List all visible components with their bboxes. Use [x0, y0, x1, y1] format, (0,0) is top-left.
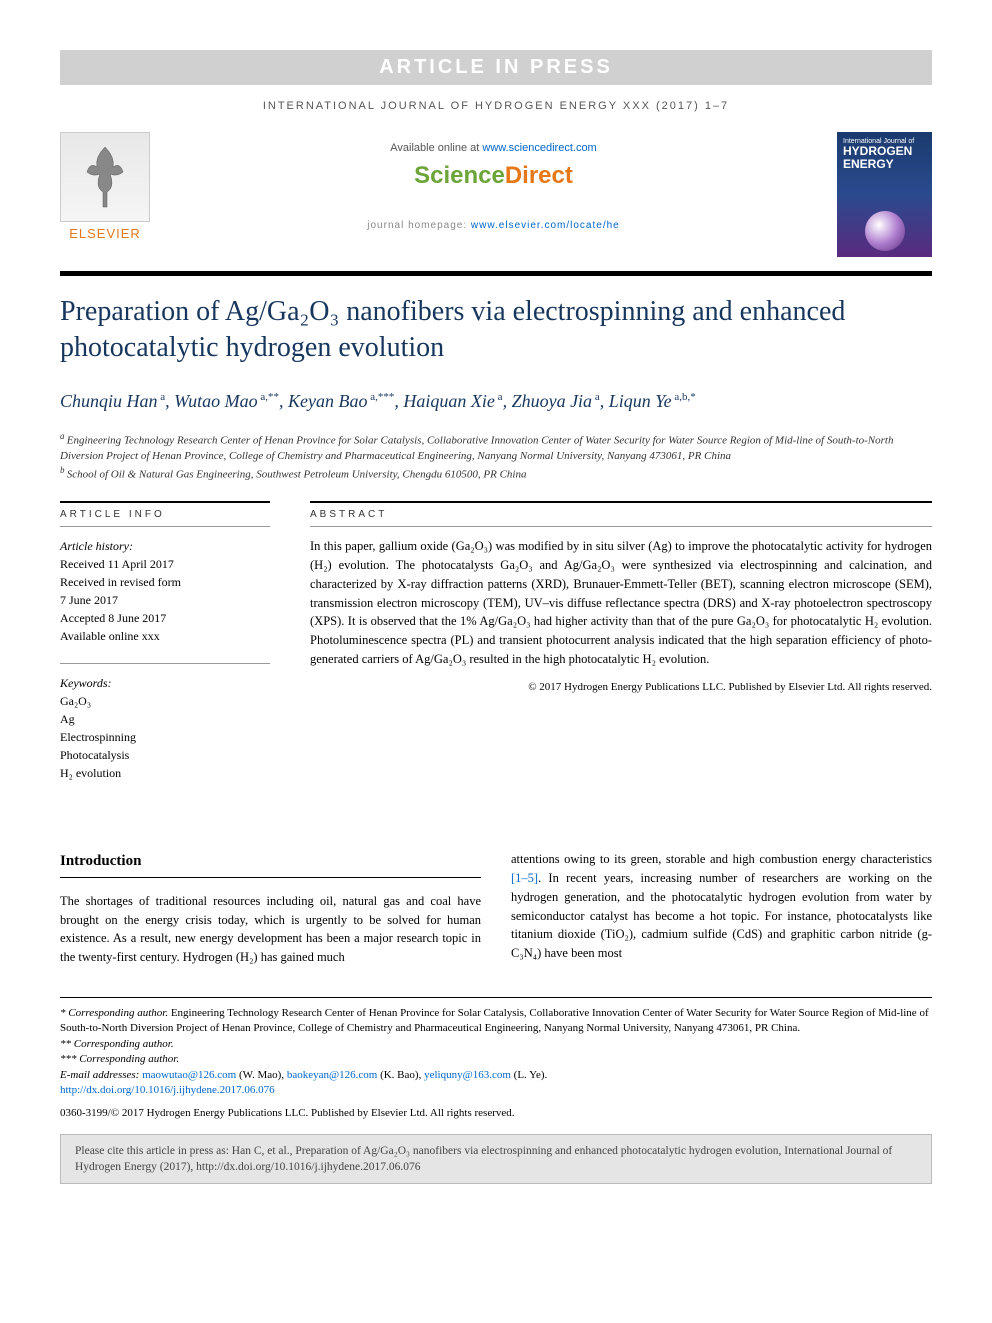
keyword: Ag [60, 710, 270, 728]
abstract-column: ABSTRACT In this paper, gallium oxide (G… [310, 501, 932, 800]
info-divider [60, 663, 270, 664]
intro-col2-pre: attentions owing to its green, storable … [511, 852, 932, 866]
history-line: Received in revised form [60, 573, 270, 591]
history-line: Accepted 8 June 2017 [60, 609, 270, 627]
corr1-label: * Corresponding author. [60, 1007, 168, 1019]
journal-cover-thumbnail: International Journal of HYDROGEN ENERGY [837, 132, 932, 257]
journal-reference: INTERNATIONAL JOURNAL OF HYDROGEN ENERGY… [60, 100, 932, 112]
author: Chunqiu Han a [60, 391, 165, 411]
email-label: E-mail addresses: [60, 1069, 142, 1081]
affiliation: a Engineering Technology Research Center… [60, 430, 932, 464]
email-line: E-mail addresses: maowutao@126.com (W. M… [60, 1068, 932, 1083]
author-name-link[interactable]: Zhuoya Jia [512, 391, 593, 411]
keyword: Ga₂O₃ [60, 692, 270, 710]
author-name-link[interactable]: Liqun Ye [609, 391, 672, 411]
keywords-block: Keywords: Ga₂O₃AgElectrospinningPhotocat… [60, 674, 270, 782]
author-name-link[interactable]: Haiquan Xie [403, 391, 495, 411]
author-sup: a [495, 391, 503, 403]
history-line: 7 June 2017 [60, 591, 270, 609]
corresponding-author-1: * Corresponding author. Engineering Tech… [60, 1006, 932, 1037]
elsevier-name: ELSEVIER [60, 226, 150, 241]
author: Wutao Mao a,** [174, 391, 279, 411]
elsevier-logo: ELSEVIER [60, 132, 150, 241]
journal-homepage-link[interactable]: www.elsevier.com/locate/he [471, 220, 620, 231]
author-sup: a [592, 391, 600, 403]
corresponding-author-2: ** Corresponding author. [60, 1037, 932, 1052]
article-history-block: Article history: Received 11 April 2017R… [60, 537, 270, 645]
affiliation-sup: a [60, 431, 67, 441]
reference-link[interactable]: [1–5] [511, 871, 538, 885]
intro-col2-post: . In recent years, increasing number of … [511, 871, 932, 960]
citation-box: Please cite this article in press as: Ha… [60, 1134, 932, 1184]
author-sup: a [158, 391, 166, 403]
article-info-column: ARTICLE INFO Article history: Received 1… [60, 501, 270, 800]
author-list: Chunqiu Han a, Wutao Mao a,**, Keyan Bao… [60, 389, 932, 414]
author-sup: a,*** [368, 391, 395, 403]
history-line: Available online xxx [60, 627, 270, 645]
affiliations: a Engineering Technology Research Center… [60, 430, 932, 483]
author: Zhuoya Jia a [512, 391, 600, 411]
abstract-copyright: © 2017 Hydrogen Energy Publications LLC.… [310, 679, 932, 696]
sd-logo-orange: Direct [505, 162, 573, 189]
author-name-link[interactable]: Chunqiu Han [60, 391, 158, 411]
author-sup: a,b,* [672, 391, 696, 403]
article-info-heading: ARTICLE INFO [60, 501, 270, 527]
abstract-heading: ABSTRACT [310, 501, 932, 527]
body-column-right: attentions owing to its green, storable … [511, 850, 932, 967]
keyword: Electrospinning [60, 728, 270, 746]
author: Haiquan Xie a [403, 391, 502, 411]
issn-copyright-line: 0360-3199/© 2017 Hydrogen Energy Publica… [60, 1106, 932, 1121]
sciencedirect-logo: ScienceDirect [170, 162, 817, 190]
history-line: Received 11 April 2017 [60, 555, 270, 573]
introduction-heading: Introduction [60, 850, 481, 878]
affiliation: b School of Oil & Natural Gas Engineerin… [60, 464, 932, 483]
article-title: Preparation of Ag/Ga₂O₃ nanofibers via e… [60, 294, 932, 367]
keyword: Photocatalysis [60, 746, 270, 764]
sciencedirect-link[interactable]: www.sciencedirect.com [482, 142, 596, 154]
author-sup: a,** [258, 391, 279, 403]
available-online-text: Available online at www.sciencedirect.co… [170, 142, 817, 154]
info-abstract-row: ARTICLE INFO Article history: Received 1… [60, 501, 932, 800]
elsevier-tree-icon [60, 132, 150, 222]
available-label: Available online at [390, 142, 482, 154]
corr1-text: Engineering Technology Research Center o… [60, 1007, 929, 1034]
email-link[interactable]: baokeyan@126.com [287, 1069, 377, 1081]
corresponding-author-3: *** Corresponding author. [60, 1052, 932, 1067]
thick-rule [60, 271, 932, 276]
doi-link[interactable]: http://dx.doi.org/10.1016/j.ijhydene.201… [60, 1084, 275, 1096]
author-name-link[interactable]: Wutao Mao [174, 391, 258, 411]
history-label: Article history: [60, 537, 270, 555]
email-link[interactable]: maowutao@126.com [142, 1069, 236, 1081]
email-link[interactable]: yeliquny@163.com [424, 1069, 511, 1081]
intro-para-left: The shortages of traditional resources i… [60, 892, 481, 967]
header-block: ELSEVIER Available online at www.science… [60, 132, 932, 257]
author-name-link[interactable]: Keyan Bao [288, 391, 367, 411]
sd-logo-green: Science [414, 162, 505, 189]
abstract-text: In this paper, gallium oxide (Ga₂O₃) was… [310, 537, 932, 668]
footnotes: * Corresponding author. Engineering Tech… [60, 997, 932, 1122]
cover-title: HYDROGEN ENERGY [843, 145, 926, 171]
author: Liqun Ye a,b,* [609, 391, 696, 411]
header-center: Available online at www.sciencedirect.co… [170, 132, 817, 231]
body-column-left: Introduction The shortages of traditiona… [60, 850, 481, 967]
affiliation-sup: b [60, 465, 67, 475]
journal-homepage-text: journal homepage: www.elsevier.com/locat… [170, 220, 817, 231]
homepage-label: journal homepage: [367, 220, 471, 231]
article-in-press-banner: ARTICLE IN PRESS [60, 50, 932, 85]
keywords-label: Keywords: [60, 674, 270, 692]
keyword: H₂ evolution [60, 764, 270, 782]
cover-graphic-icon [865, 211, 905, 251]
author: Keyan Bao a,*** [288, 391, 394, 411]
intro-para-right: attentions owing to its green, storable … [511, 850, 932, 963]
body-columns: Introduction The shortages of traditiona… [60, 850, 932, 967]
